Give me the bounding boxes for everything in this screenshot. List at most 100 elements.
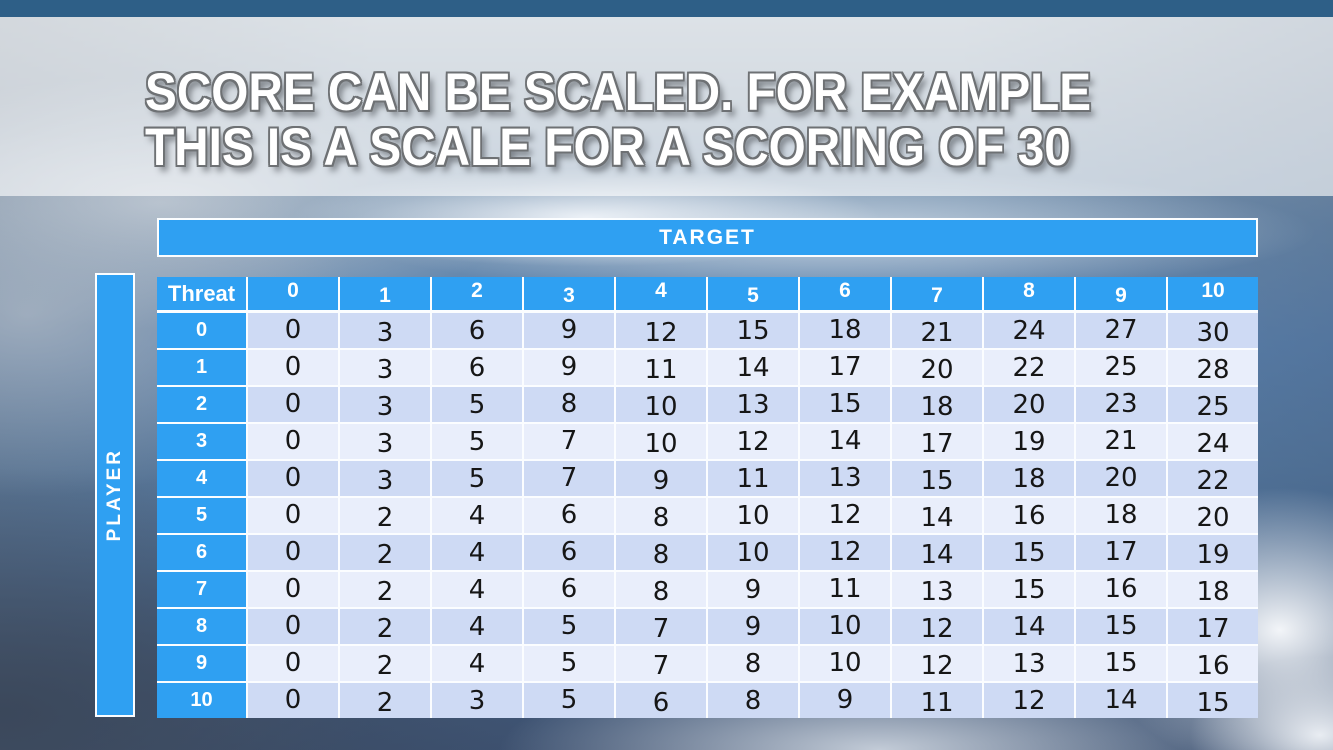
score-cell: 13: [892, 572, 982, 607]
score-cell: 6: [616, 683, 706, 718]
score-cell-text: 11: [920, 687, 954, 718]
score-cell-text: 10: [644, 391, 678, 422]
score-cell-text: 3: [376, 428, 394, 459]
column-header-cell-text: 10: [1201, 278, 1225, 302]
score-cell: 15: [1076, 609, 1166, 644]
score-cell-text: 7: [560, 462, 578, 493]
score-cell: 5: [524, 609, 614, 644]
score-cell: 11: [708, 461, 798, 496]
score-cell-text: 2: [376, 539, 394, 570]
score-cell: 15: [708, 313, 798, 348]
score-cell-text: 8: [560, 388, 578, 419]
score-cell: 14: [800, 424, 890, 459]
score-cell: 25: [1076, 350, 1166, 385]
score-cell-text: 5: [468, 426, 486, 457]
score-cell-text: 14: [1104, 684, 1138, 715]
row-label-cell-text: 8: [195, 615, 208, 637]
score-cell: 3: [340, 461, 430, 496]
score-cell-text: 0: [284, 425, 302, 456]
score-cell: 20: [892, 350, 982, 385]
score-cell-text: 12: [1012, 685, 1046, 716]
column-header-cell-text: 1: [379, 283, 391, 307]
score-cell: 2: [340, 498, 430, 533]
score-cell-text: 14: [1012, 611, 1046, 642]
score-cell-text: 11: [644, 354, 678, 385]
score-cell-text: 19: [1012, 426, 1046, 457]
score-cell: 14: [892, 535, 982, 570]
score-cell: 23: [1076, 387, 1166, 422]
row-label-cell-text: 6: [195, 541, 208, 563]
score-cell: 12: [984, 683, 1074, 718]
score-cell: 21: [892, 313, 982, 348]
score-cell-text: 24: [1012, 315, 1046, 346]
score-cell: 20: [1168, 498, 1258, 533]
score-cell-text: 2: [376, 502, 394, 533]
score-cell-text: 27: [1104, 314, 1138, 345]
score-cell: 19: [984, 424, 1074, 459]
row-label-cell: 9: [157, 646, 246, 681]
score-cell-text: 24: [1196, 428, 1230, 459]
column-header-cell: 10: [1168, 277, 1258, 310]
score-cell-text: 9: [744, 611, 762, 642]
score-cell-text: 21: [920, 317, 954, 348]
player-axis-bar: PLAYER: [95, 273, 135, 717]
score-cell-text: 2: [376, 650, 394, 681]
score-table: Threat 0 1 2 3 4 5 6 7 8 9 10 0 0 3 6 9 12 15 18 21 24 27 30 1 0…: [157, 277, 1258, 718]
column-header-cell-text: 0: [287, 278, 299, 302]
score-cell: 8: [708, 646, 798, 681]
score-cell: 6: [524, 572, 614, 607]
score-cell: 15: [800, 387, 890, 422]
column-header-cell-text: 9: [1115, 283, 1127, 307]
score-cell-text: 2: [376, 687, 394, 718]
row-label-cell: 2: [157, 387, 246, 422]
score-cell-text: 17: [1196, 613, 1230, 644]
score-cell-text: 0: [284, 499, 302, 530]
score-cell-text: 17: [1104, 536, 1138, 567]
score-cell: 2: [340, 683, 430, 718]
score-cell-text: 20: [1012, 389, 1046, 420]
score-table-header: Threat 0 1 2 3 4 5 6 7 8 9 10: [157, 277, 1258, 310]
column-header-cell: 4: [616, 277, 706, 310]
score-cell-text: 4: [468, 537, 486, 568]
score-cell-text: 12: [828, 499, 862, 530]
score-cell-text: 18: [1104, 499, 1138, 530]
score-cell: 22: [984, 350, 1074, 385]
score-cell-text: 14: [736, 352, 770, 383]
column-header-cell-text: 5: [747, 283, 759, 307]
row-label-cell: 7: [157, 572, 246, 607]
score-cell: 0: [248, 313, 338, 348]
score-cell: 9: [616, 461, 706, 496]
score-cell-text: 12: [920, 613, 954, 644]
slide-title-line2: THIS IS A SCALE FOR A SCORING OF 30: [145, 118, 1071, 177]
score-cell-text: 8: [652, 502, 670, 533]
score-cell-text: 28: [1196, 354, 1230, 385]
score-cell-text: 7: [652, 613, 670, 644]
score-cell-text: 12: [736, 426, 770, 457]
score-cell: 10: [708, 535, 798, 570]
score-cell: 15: [1168, 683, 1258, 718]
score-cell-text: 8: [652, 576, 670, 607]
score-cell-text: 6: [560, 536, 578, 567]
score-cell: 2: [340, 535, 430, 570]
score-cell: 7: [524, 461, 614, 496]
score-cell-text: 10: [736, 500, 770, 531]
score-cell: 5: [432, 424, 522, 459]
score-cell-text: 4: [468, 648, 486, 679]
table-row: 0 0 3 6 9 12 15 18 21 24 27 30: [157, 313, 1258, 348]
score-cell-text: 18: [828, 314, 862, 345]
score-cell: 4: [432, 609, 522, 644]
score-cell: 5: [432, 387, 522, 422]
score-cell-text: 12: [920, 650, 954, 681]
score-cell: 5: [524, 683, 614, 718]
score-cell-text: 25: [1196, 391, 1230, 422]
score-cell-text: 10: [644, 428, 678, 459]
score-cell-text: 0: [284, 684, 302, 715]
score-cell-text: 2: [376, 613, 394, 644]
score-cell-text: 10: [828, 647, 862, 678]
score-cell: 12: [892, 609, 982, 644]
score-cell: 18: [800, 313, 890, 348]
score-cell-text: 5: [468, 463, 486, 494]
score-cell: 4: [432, 646, 522, 681]
score-cell-text: 6: [652, 687, 670, 718]
score-cell: 3: [340, 350, 430, 385]
